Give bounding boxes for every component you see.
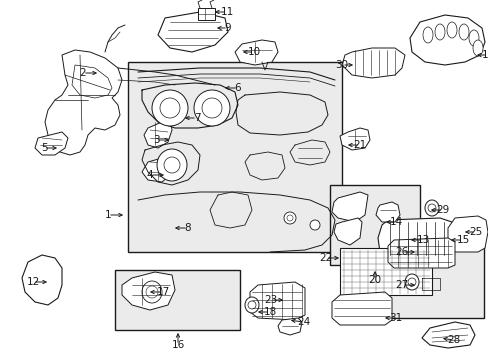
Text: 19: 19 (480, 50, 488, 60)
Text: 27: 27 (395, 280, 408, 290)
Polygon shape (72, 65, 112, 98)
Ellipse shape (152, 90, 187, 126)
Text: 29: 29 (435, 205, 448, 215)
Ellipse shape (424, 200, 438, 216)
Text: 9: 9 (224, 23, 231, 33)
Text: 12: 12 (26, 277, 40, 287)
Text: 1: 1 (104, 210, 111, 220)
Text: 18: 18 (263, 307, 276, 317)
Polygon shape (331, 292, 391, 325)
Ellipse shape (434, 24, 444, 40)
Text: 10: 10 (247, 47, 260, 57)
Text: 23: 23 (264, 295, 277, 305)
Bar (128, 62, 341, 252)
Bar (384, 228, 483, 318)
Bar (339, 248, 431, 295)
Polygon shape (122, 272, 175, 310)
Polygon shape (333, 218, 361, 245)
Ellipse shape (142, 281, 162, 303)
Text: 26: 26 (395, 247, 408, 257)
Text: 7: 7 (193, 113, 200, 123)
Polygon shape (22, 255, 62, 305)
Ellipse shape (446, 22, 456, 38)
Polygon shape (158, 12, 227, 52)
Ellipse shape (458, 24, 468, 40)
Bar (115, 270, 240, 330)
Text: 13: 13 (415, 235, 429, 245)
Text: 28: 28 (447, 335, 460, 345)
Text: 11: 11 (220, 7, 233, 17)
Ellipse shape (468, 30, 478, 46)
Polygon shape (375, 202, 399, 222)
Bar (198, 8, 215, 20)
Text: 22: 22 (319, 253, 332, 263)
Polygon shape (235, 40, 278, 65)
Polygon shape (45, 50, 122, 155)
Polygon shape (278, 318, 302, 335)
Text: 20: 20 (367, 275, 381, 285)
Polygon shape (249, 282, 305, 320)
Polygon shape (142, 155, 172, 182)
Text: 16: 16 (171, 340, 184, 350)
Ellipse shape (422, 27, 432, 43)
Ellipse shape (404, 274, 418, 290)
Polygon shape (341, 48, 404, 78)
Polygon shape (331, 192, 367, 222)
Text: 30: 30 (335, 60, 348, 70)
Polygon shape (421, 322, 474, 348)
Ellipse shape (244, 297, 259, 313)
Text: 15: 15 (455, 235, 468, 245)
Text: 2: 2 (80, 68, 86, 78)
Text: 8: 8 (184, 223, 191, 233)
Polygon shape (143, 118, 172, 148)
Polygon shape (35, 132, 68, 155)
Ellipse shape (472, 40, 482, 56)
Polygon shape (387, 238, 454, 268)
Text: 6: 6 (234, 83, 241, 93)
Text: 5: 5 (41, 143, 47, 153)
Ellipse shape (309, 220, 319, 230)
Text: 14: 14 (388, 217, 402, 227)
Text: 31: 31 (388, 313, 402, 323)
Polygon shape (409, 15, 484, 65)
Text: 4: 4 (146, 170, 153, 180)
Text: 21: 21 (353, 140, 366, 150)
Ellipse shape (157, 149, 186, 181)
Polygon shape (339, 128, 369, 150)
Bar (329, 185, 419, 265)
Text: 17: 17 (156, 287, 169, 297)
Ellipse shape (284, 212, 295, 224)
Text: 3: 3 (152, 135, 159, 145)
Ellipse shape (194, 90, 229, 126)
Text: 24: 24 (297, 317, 310, 327)
Polygon shape (447, 216, 487, 252)
Text: 25: 25 (468, 227, 482, 237)
Polygon shape (377, 218, 454, 258)
